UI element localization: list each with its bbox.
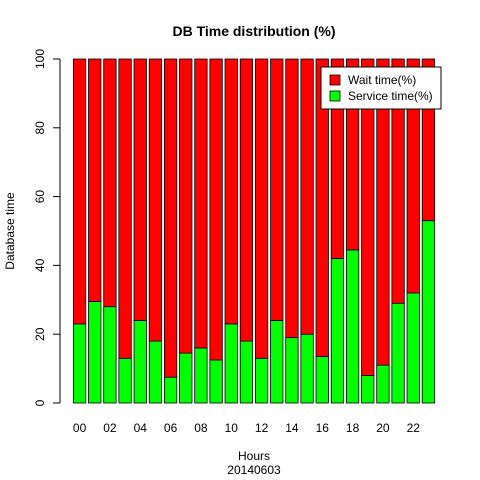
x-tick-label-02: 02: [103, 421, 117, 435]
x-tick-label-22: 22: [407, 421, 421, 435]
y-tick-label: 60: [33, 190, 47, 204]
bar-service-20: [376, 364, 390, 404]
x-tick-label-10: 10: [225, 421, 239, 435]
bar-service-13: [270, 320, 284, 404]
bar-wait-07: [179, 58, 193, 354]
y-tick-label: 100: [33, 49, 47, 69]
x-tick-label-04: 04: [134, 421, 148, 435]
bar-wait-02: [103, 58, 117, 308]
x-tick-label-12: 12: [255, 421, 269, 435]
chart-title: DB Time distribution (%): [172, 23, 335, 39]
bar-service-11: [239, 340, 254, 404]
bars-group: [72, 58, 436, 404]
bar-wait-21: [391, 58, 405, 304]
bar-service-23: [421, 220, 436, 404]
y-axis: 0 20 40 60 80 100: [33, 49, 61, 406]
x-tick-label-00: 00: [73, 421, 87, 435]
bar-service-18: [345, 249, 360, 404]
bar-service-16: [315, 356, 329, 404]
bar-service-02: [103, 306, 117, 404]
bar-wait-06: [163, 58, 178, 378]
bar-service-10: [224, 323, 238, 404]
bar-wait-11: [239, 58, 254, 342]
bar-wait-03: [118, 58, 132, 359]
y-tick-label: 80: [33, 121, 47, 135]
x-tick-label-06: 06: [164, 421, 178, 435]
bar-wait-16: [315, 58, 329, 357]
x-tick-label-18: 18: [346, 421, 360, 435]
legend-swatch-1: [329, 90, 341, 102]
x-axis-label: Hours: [238, 449, 270, 463]
legend-box: [320, 66, 442, 110]
bar-service-22: [406, 292, 420, 404]
y-tick-label: 20: [33, 327, 47, 341]
bar-service-12: [254, 357, 269, 404]
bar-wait-19: [361, 58, 375, 376]
bar-service-05: [148, 340, 163, 404]
bar-service-15: [300, 333, 314, 404]
x-tick-label-08: 08: [194, 421, 208, 435]
bar-service-21: [391, 302, 405, 404]
x-axis-ticks: 00 02 04 06 08 10 12 14 16 18 20 22: [73, 421, 420, 435]
x-tick-label-14: 14: [285, 421, 299, 435]
bar-wait-01: [88, 58, 102, 302]
bar-service-17: [330, 258, 345, 404]
bar-service-00: [72, 323, 87, 404]
bar-wait-10: [224, 58, 238, 325]
bar-wait-04: [133, 58, 147, 321]
x-tick-label-20: 20: [376, 421, 390, 435]
bar-wait-05: [148, 58, 163, 342]
bar-wait-08: [194, 58, 208, 349]
bar-service-19: [361, 375, 375, 404]
bar-service-04: [133, 320, 147, 404]
bar-service-01: [88, 301, 102, 404]
x-tick-label-16: 16: [316, 421, 330, 435]
x-axis-sublabel: 20140603: [227, 463, 281, 477]
bar-service-03: [118, 357, 132, 404]
bar-service-09: [209, 359, 223, 404]
bar-wait-22: [406, 58, 420, 294]
bar-service-07: [179, 352, 193, 404]
bar-wait-20: [376, 58, 390, 366]
bar-service-06: [163, 376, 178, 404]
legend-label-1: Service time(%): [348, 89, 433, 103]
bar-service-08: [194, 347, 208, 404]
bar-wait-13: [270, 58, 284, 321]
legend-label-0: Wait time(%): [348, 73, 416, 87]
bar-wait-14: [285, 58, 299, 339]
bar-service-14: [285, 337, 299, 404]
legend: Wait time(%) Service time(%): [320, 66, 442, 110]
y-axis-label: Database time: [3, 192, 17, 270]
bar-wait-12: [254, 58, 269, 359]
y-tick-label: 0: [33, 399, 47, 406]
bar-wait-15: [300, 58, 314, 335]
legend-swatch-0: [329, 74, 341, 86]
bar-wait-00: [72, 58, 87, 325]
bar-wait-09: [209, 58, 223, 361]
y-tick-label: 40: [33, 258, 47, 272]
